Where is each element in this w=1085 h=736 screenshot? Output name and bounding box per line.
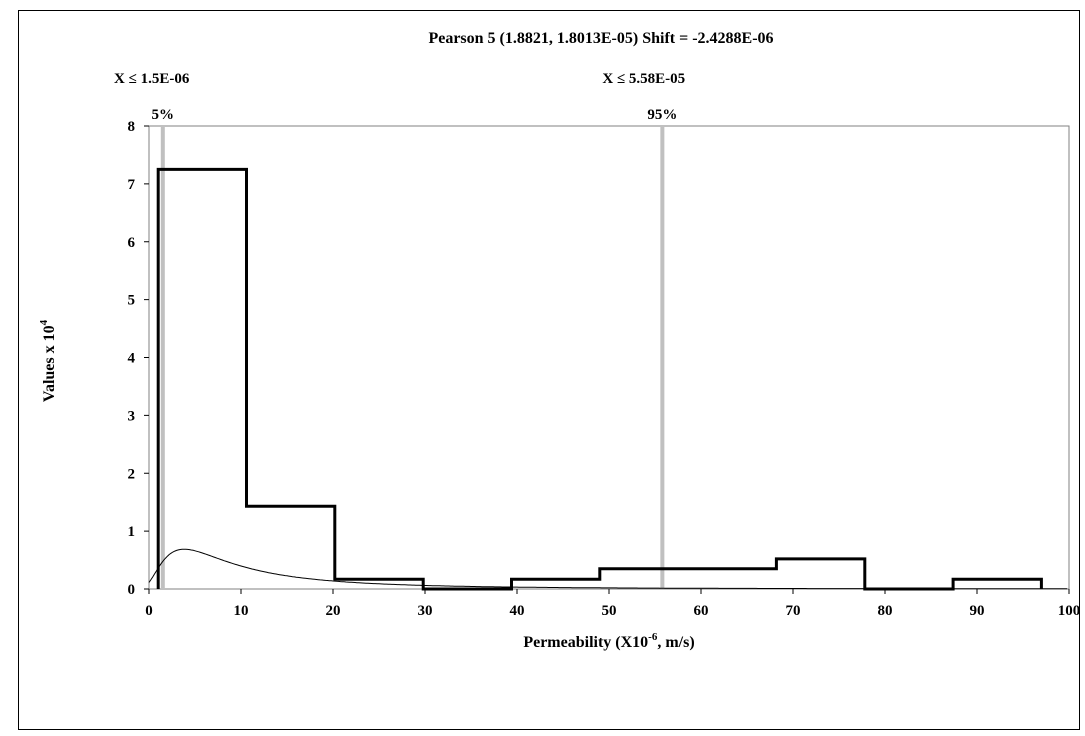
percentile-label-1: 95%	[647, 107, 677, 123]
x-tick-label-3: 30	[418, 603, 433, 619]
y-tick-label-5: 5	[128, 293, 136, 309]
y-tick-label-0: 0	[128, 582, 136, 598]
y-tick-label-1: 1	[128, 524, 136, 540]
plot-area	[148, 125, 1070, 590]
histogram-bar-5	[600, 569, 688, 589]
x-tick-label-1: 10	[234, 603, 249, 619]
y-tick-label-3: 3	[128, 408, 136, 424]
percentile-condition-0: X ≤ 1.5E-06	[114, 71, 190, 87]
x-tick-label-6: 60	[694, 603, 709, 619]
percentile-label-0: 5%	[152, 107, 175, 123]
y-axis-label: Values x 104	[38, 319, 58, 402]
x-tick-label-0: 0	[145, 603, 153, 619]
histogram-bar-9	[953, 579, 1041, 589]
x-tick-label-10: 100	[1058, 603, 1081, 619]
chart-frame: Pearson 5 (1.8821, 1.8013E-05) Shift = -…	[18, 10, 1080, 730]
x-tick-label-8: 80	[878, 603, 893, 619]
histogram-bar-0	[158, 169, 246, 589]
histogram-outline	[156, 167, 1043, 591]
x-tick-label-4: 40	[510, 603, 525, 619]
chart-title: Pearson 5 (1.8821, 1.8013E-05) Shift = -…	[428, 30, 773, 47]
y-tick-label-7: 7	[128, 177, 136, 193]
histogram-bar-4	[511, 579, 599, 589]
percentile-condition-1: X ≤ 5.58E-05	[602, 71, 685, 87]
x-tick-label-2: 20	[326, 603, 341, 619]
y-tick-label-4: 4	[128, 351, 136, 367]
y-tick-label-8: 8	[128, 119, 136, 135]
y-tick-label-2: 2	[128, 466, 136, 482]
x-tick-label-5: 50	[602, 603, 617, 619]
chart: Pearson 5 (1.8821, 1.8013E-05) Shift = -…	[38, 30, 1081, 651]
histogram-bar-2	[335, 579, 423, 589]
histogram-bar-7	[776, 559, 864, 589]
y-tick-label-6: 6	[128, 235, 136, 251]
x-tick-label-9: 90	[970, 603, 985, 619]
histogram-bar-6	[688, 569, 776, 589]
x-tick-label-7: 70	[786, 603, 801, 619]
x-axis-label: Permeability (X10-6, m/s)	[523, 631, 694, 651]
histogram-bar-1	[247, 506, 335, 589]
